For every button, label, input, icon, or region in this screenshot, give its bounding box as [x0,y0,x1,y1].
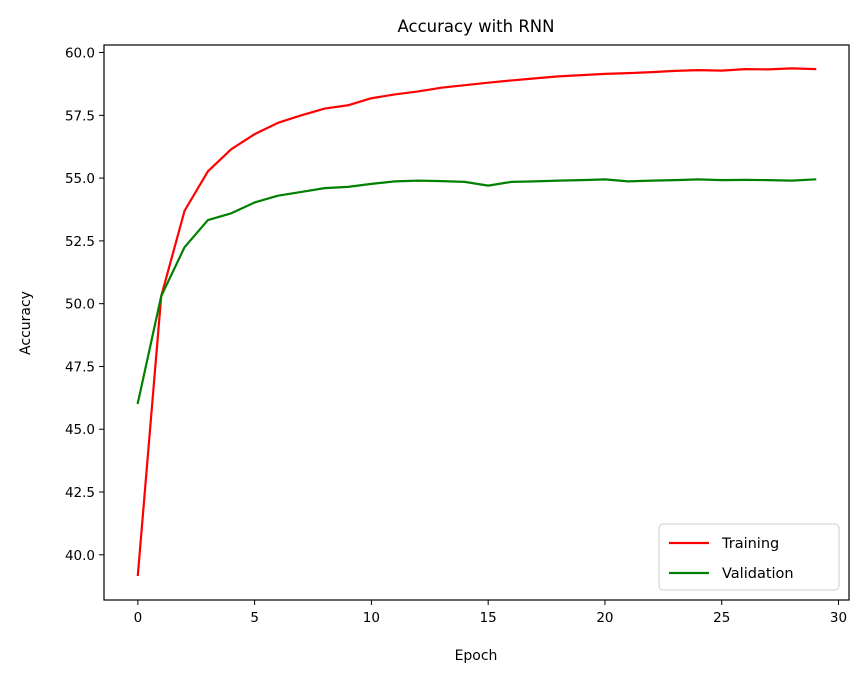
series-lines [136,67,817,577]
y-tick-label: 57.5 [65,108,95,124]
y-tick-label: 50.0 [65,297,95,313]
x-axis: 0 5 10 15 20 25 30 [134,600,847,626]
series-line-validation [136,178,817,405]
axes-frame [103,44,850,601]
x-tick-label: 5 [250,610,259,626]
y-tick-label: 55.0 [65,171,95,187]
y-axis: 40.0 42.5 45.0 47.5 50.0 52.5 55.0 57.5 60.0 [65,46,104,564]
x-tick-label: 20 [596,610,613,626]
x-tick-label: 25 [713,610,730,626]
y-tick-label: 42.5 [65,485,95,501]
legend-label-training: Training [721,536,779,552]
y-axis-label: Accuracy [18,291,34,355]
x-tick-label: 15 [480,610,497,626]
legend-label-validation: Validation [722,566,794,582]
y-tick-label: 45.0 [65,422,95,438]
series-line-training [136,67,817,577]
x-axis-label: Epoch [455,648,498,664]
x-tick-label: 30 [830,610,847,626]
legend: Training Validation [658,523,840,591]
x-tick-label: 10 [363,610,380,626]
y-tick-label: 52.5 [65,234,95,250]
x-tick-label: 0 [134,610,143,626]
chart-title: Accuracy with RNN [398,17,555,36]
y-tick-label: 47.5 [65,359,95,375]
y-tick-label: 40.0 [65,548,95,564]
y-tick-label: 60.0 [65,46,95,62]
